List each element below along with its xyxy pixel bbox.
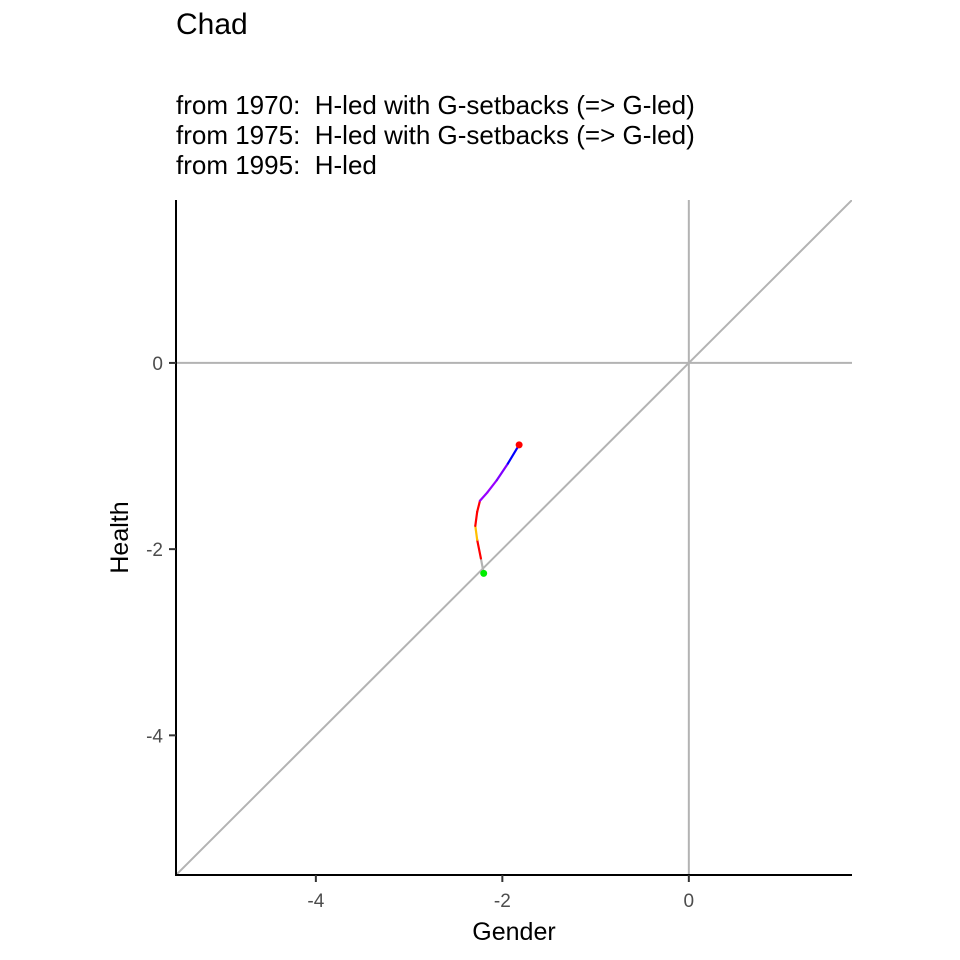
reference-line-diagonal	[176, 200, 852, 875]
x-axis-label: Gender	[472, 918, 555, 946]
path-segment	[506, 443, 521, 465]
x-tick-label: 0	[684, 891, 695, 912]
y-tick-label: 0	[152, 354, 163, 375]
path-segment	[478, 491, 489, 502]
path-segment	[476, 499, 482, 513]
subtitle-line-2: from 1975: H-led with G-setbacks (=> G-l…	[176, 120, 695, 150]
subtitle-line-3: from 1995: H-led	[176, 150, 377, 180]
path-segment	[495, 462, 510, 482]
path-start-point	[480, 569, 488, 577]
path-segment	[476, 538, 482, 560]
y-axis-label: Health	[106, 501, 134, 573]
chart-subtitle: from 1970: H-led with G-setbacks (=> G-l…	[176, 90, 695, 180]
path-end-point	[515, 441, 523, 449]
y-tick-label: -4	[146, 726, 163, 747]
path-segment	[486, 479, 498, 494]
y-tick-label: -2	[146, 540, 163, 561]
chart-title: Chad	[176, 8, 248, 41]
x-tick-label: -4	[307, 891, 324, 912]
path-segment	[474, 510, 479, 527]
x-tick-label: -2	[494, 891, 511, 912]
subtitle-line-1: from 1970: H-led with G-setbacks (=> G-l…	[176, 90, 695, 120]
path-segment	[474, 524, 479, 541]
